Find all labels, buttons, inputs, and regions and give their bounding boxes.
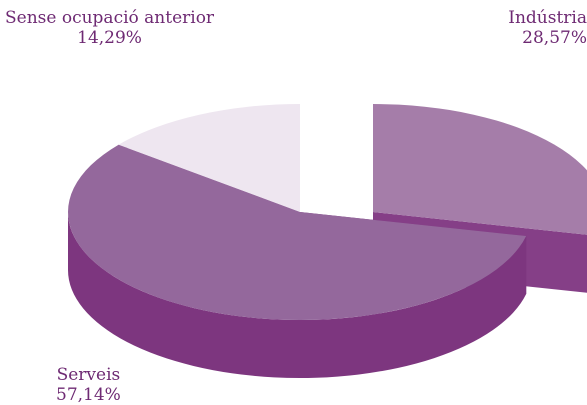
pie-tops bbox=[67, 104, 587, 321]
slice-value-serveis: 57,14% bbox=[56, 385, 121, 405]
slice-top-ind-stria bbox=[373, 104, 587, 235]
slice-value-industria: 28,57% bbox=[522, 28, 587, 48]
slice-label-serveis: Serveis 57,14% bbox=[56, 365, 121, 405]
slice-label-sense-ocupacio: Sense ocupació anterior 14,29% bbox=[5, 8, 214, 48]
slice-top-sense-ocupaci-anterior bbox=[118, 104, 300, 212]
slice-label-industria: Indústria 28,57% bbox=[508, 8, 587, 48]
slice-value-sense-ocupacio: 14,29% bbox=[77, 28, 142, 48]
slice-top-serveis bbox=[67, 144, 527, 321]
slice-name-serveis: Serveis bbox=[56, 365, 121, 385]
slice-name-sense-ocupacio: Sense ocupació anterior bbox=[5, 8, 215, 28]
slice-outer-wall-serveis-0 bbox=[68, 212, 527, 379]
slice-name-industria: Indústria bbox=[508, 8, 587, 28]
